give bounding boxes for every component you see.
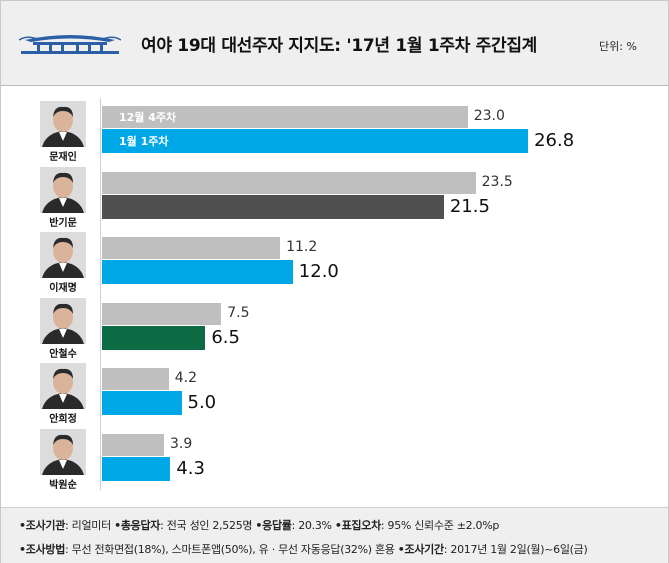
- value-label-안철수-curr: 6.5: [211, 326, 240, 348]
- bar-안철수-prev: [102, 302, 222, 325]
- footer-item-label: •총응답자: [114, 519, 161, 532]
- footer-item-value: : 95% 신뢰수준 ±2.0%p: [380, 519, 500, 532]
- footer-item-value: : 2017년 1월 2일(월)~6일(금): [443, 543, 588, 556]
- footer-item-value: : 20.3%: [291, 519, 335, 532]
- footer-line-2: •조사방법: 무선 전화면접(18%), 스마트폰앱(50%), 유 · 무선 …: [19, 541, 588, 557]
- legend-label-curr: 1월 1주차: [119, 135, 169, 148]
- candidate-portrait-icon: [40, 166, 86, 213]
- candidate-name: 박원순: [49, 479, 77, 491]
- unit-label: 단위: %: [599, 40, 637, 53]
- bar-이재명-prev: [102, 237, 281, 259]
- value-label-안희정-curr: 5.0: [187, 392, 217, 413]
- footer-item: •총응답자: 전국 성인 2,525명: [114, 519, 255, 532]
- bar-반기문-prev: [102, 171, 476, 194]
- candidate-name: 안희정: [49, 414, 77, 425]
- candidate-portrait-icon: [40, 363, 86, 409]
- candidate-portrait-icon: [40, 101, 86, 147]
- value-label-반기문-prev: 23.5: [481, 173, 513, 190]
- footer-item: •조사기간: 2017년 1월 2일(월)~6일(금): [398, 543, 588, 556]
- candidate-name: 반기문: [49, 217, 77, 229]
- footer-item-value: : 리얼미터: [65, 519, 115, 532]
- footer-item: •조사기관: 리얼미터: [19, 519, 114, 532]
- value-label-안철수-prev: 7.5: [227, 304, 250, 321]
- footer-item-label: •조사방법: [19, 543, 66, 556]
- value-label-안희정-prev: 4.2: [174, 370, 198, 386]
- footer: •조사기관: 리얼미터 •총응답자: 전국 성인 2,525명 •응답률: 20…: [1, 507, 668, 563]
- candidate-portrait-icon: [40, 297, 86, 344]
- value-label-박원순-curr: 4.3: [176, 457, 205, 479]
- footer-item-label: •조사기간: [397, 543, 444, 556]
- bar-안희정-curr: [102, 391, 182, 415]
- value-label-문재인-prev: 23.0: [473, 108, 505, 124]
- header: 여야 19대 대선주자 지지도: '17년 1월 1주차 주간집계 단위: %: [1, 1, 668, 85]
- candidate-name: 이재명: [49, 283, 77, 294]
- footer-item-value: : 전국 성인 2,525명: [160, 519, 256, 532]
- y-axis-line: [100, 98, 101, 490]
- footer-item-label: •조사기관: [19, 519, 66, 532]
- bar-박원순-curr: [102, 456, 171, 481]
- bar-박원순-prev: [102, 433, 164, 456]
- footer-item-label: •응답률: [255, 519, 292, 532]
- blue-house-logo-icon: [19, 35, 121, 54]
- footer-item-label: •표집오차: [334, 519, 381, 532]
- chart-title: 여야 19대 대선주자 지지도: '17년 1월 1주차 주간집계: [141, 36, 538, 56]
- candidate-name: 안철수: [49, 348, 77, 360]
- bar-안철수-curr: [102, 325, 206, 350]
- header-divider: [1, 85, 668, 86]
- footer-item-value: : 무선 전화면접(18%), 스마트폰앱(50%), 유 · 무선 자동응답(…: [65, 543, 398, 556]
- bar-문재인-prev: [102, 106, 468, 128]
- bar-안희정-prev: [102, 368, 169, 390]
- footer-item: •응답률: 20.3%: [255, 519, 334, 532]
- legend-label-prev: 12월 4주차: [119, 111, 177, 124]
- value-label-반기문-curr: 21.5: [449, 195, 490, 217]
- value-label-문재인-curr: 26.8: [534, 130, 575, 151]
- footer-item: •표집오차: 95% 신뢰수준 ±2.0%p: [335, 519, 499, 532]
- candidate-name: 문재인: [49, 152, 77, 163]
- bar-이재명-curr: [102, 260, 293, 284]
- value-label-박원순-prev: 3.9: [170, 435, 193, 452]
- value-label-이재명-curr: 12.0: [298, 261, 339, 282]
- bar-문재인-curr: [102, 129, 529, 153]
- bar-반기문-curr: [102, 194, 444, 219]
- candidate-portrait-icon: [40, 428, 86, 475]
- value-label-이재명-prev: 11.2: [286, 239, 318, 255]
- footer-item: •조사방법: 무선 전화면접(18%), 스마트폰앱(50%), 유 · 무선 …: [19, 543, 398, 556]
- candidate-portrait-icon: [40, 232, 86, 278]
- footer-line-1: •조사기관: 리얼미터 •총응답자: 전국 성인 2,525명 •응답률: 20…: [19, 517, 499, 533]
